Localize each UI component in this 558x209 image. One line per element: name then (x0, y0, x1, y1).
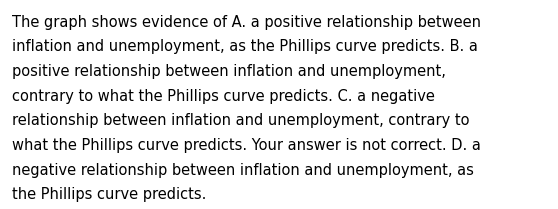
Text: inflation and unemployment, as the Phillips curve predicts. B. a: inflation and unemployment, as the Phill… (12, 39, 478, 54)
Text: what the Phillips curve predicts. Your answer is not correct. D. a: what the Phillips curve predicts. Your a… (12, 138, 481, 153)
Text: negative relationship between inflation and unemployment, as: negative relationship between inflation … (12, 163, 474, 178)
Text: The graph shows evidence of A. a positive relationship between: The graph shows evidence of A. a positiv… (12, 15, 482, 30)
Text: positive relationship between inflation and unemployment,: positive relationship between inflation … (12, 64, 446, 79)
Text: the Phillips curve predicts.: the Phillips curve predicts. (12, 187, 206, 202)
Text: contrary to what the Phillips curve predicts. C. a negative: contrary to what the Phillips curve pred… (12, 89, 435, 104)
Text: relationship between inflation and unemployment, contrary to: relationship between inflation and unemp… (12, 113, 470, 128)
